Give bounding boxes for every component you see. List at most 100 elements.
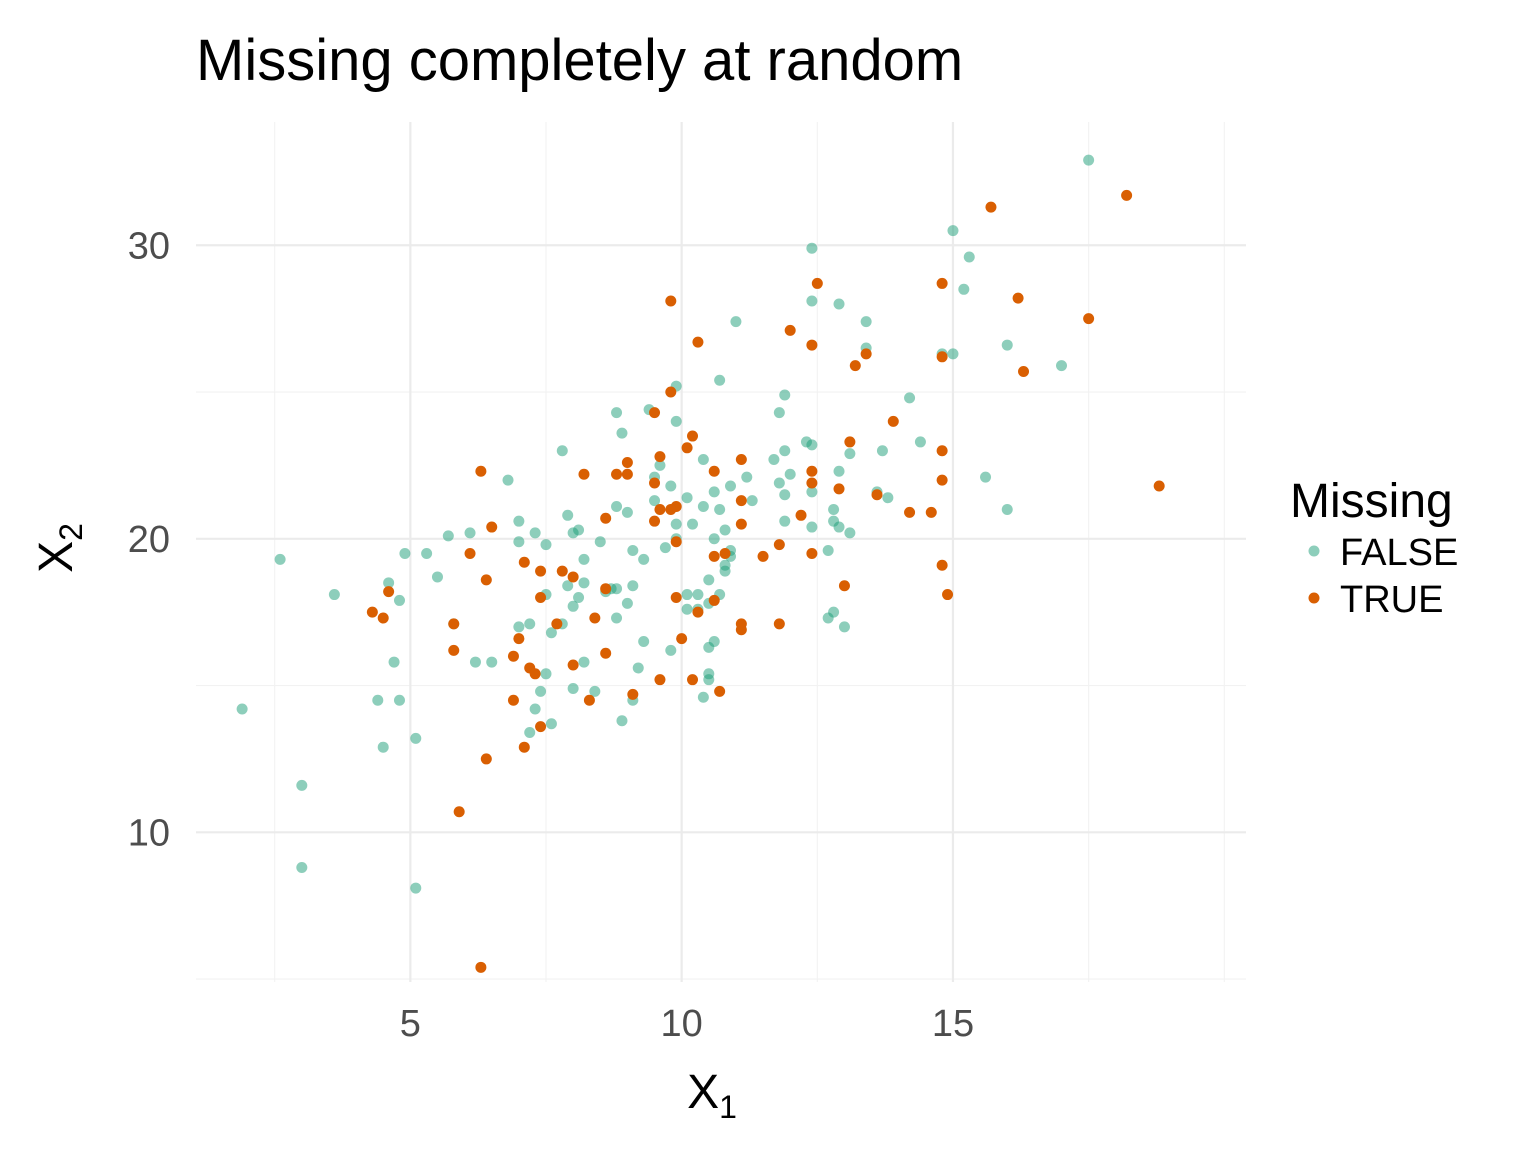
point-true — [936, 559, 948, 571]
point-true — [735, 495, 747, 507]
chart-title: Missing completely at random — [196, 28, 963, 93]
point-false — [540, 539, 552, 551]
point-true — [535, 591, 547, 603]
series-false — [236, 154, 1095, 894]
point-false — [421, 547, 433, 559]
point-true — [773, 539, 785, 551]
point-false — [393, 694, 405, 706]
point-false — [611, 501, 623, 513]
point-false — [410, 882, 422, 894]
point-true — [833, 483, 845, 495]
point-true — [567, 571, 579, 583]
point-false — [838, 621, 850, 633]
point-false — [779, 489, 791, 501]
point-false — [768, 454, 780, 466]
y-axis-title-base: X — [30, 541, 83, 573]
point-false — [567, 600, 579, 612]
point-false — [665, 644, 677, 656]
point-true — [464, 547, 476, 559]
y-tick-label: 20 — [128, 519, 170, 561]
point-false — [627, 545, 639, 557]
point-false — [670, 415, 682, 427]
point-false — [833, 298, 845, 310]
point-true — [649, 515, 661, 527]
x-tick-label: 15 — [932, 1003, 974, 1045]
point-false — [822, 545, 834, 557]
legend-key-true — [1308, 592, 1320, 604]
y-axis-ticks: 10 20 30 — [128, 225, 170, 854]
point-false — [719, 524, 731, 536]
point-false — [692, 589, 704, 601]
point-true — [567, 659, 579, 671]
point-false — [410, 732, 422, 744]
point-false — [719, 565, 731, 577]
point-true — [942, 589, 954, 601]
point-false — [703, 641, 715, 653]
point-false — [393, 594, 405, 606]
point-false — [632, 662, 644, 674]
point-false — [703, 574, 715, 586]
point-true — [714, 685, 726, 697]
point-false — [806, 295, 818, 307]
point-true — [665, 386, 677, 398]
point-true — [844, 436, 856, 448]
point-false — [464, 527, 476, 539]
point-true — [383, 586, 395, 598]
point-true — [784, 324, 796, 336]
point-false — [383, 577, 395, 589]
point-false — [806, 439, 818, 451]
point-true — [1153, 480, 1165, 492]
point-false — [741, 471, 753, 483]
point-false — [296, 862, 308, 874]
point-true — [1083, 313, 1095, 325]
point-true — [600, 647, 612, 659]
point-false — [1056, 360, 1068, 372]
point-false — [773, 407, 785, 419]
point-false — [947, 348, 959, 360]
point-false — [784, 468, 796, 480]
point-true — [860, 348, 872, 360]
point-true — [811, 277, 823, 289]
x-axis-title-subscript: 1 — [719, 1089, 737, 1125]
point-true — [649, 407, 661, 419]
point-true — [676, 633, 688, 645]
point-false — [724, 480, 736, 492]
point-false — [806, 486, 818, 498]
point-false — [529, 527, 541, 539]
point-true — [589, 612, 601, 624]
point-false — [860, 316, 872, 328]
point-false — [681, 589, 693, 601]
point-false — [578, 553, 590, 565]
point-true — [849, 360, 861, 372]
point-true — [665, 295, 677, 307]
point-true — [708, 550, 720, 562]
point-false — [833, 521, 845, 533]
x-axis-ticks: 5 10 15 — [400, 1003, 974, 1045]
x-axis-title: X1 — [687, 1066, 737, 1125]
legend-label-false: FALSE — [1340, 532, 1458, 574]
point-false — [328, 589, 340, 601]
point-false — [469, 656, 481, 668]
point-false — [963, 251, 975, 263]
point-false — [708, 486, 720, 498]
point-false — [828, 503, 840, 515]
point-false — [562, 509, 574, 521]
point-true — [448, 644, 460, 656]
point-false — [578, 577, 590, 589]
x-axis-title-base: X — [687, 1066, 719, 1119]
point-false — [513, 536, 525, 548]
point-false — [665, 480, 677, 492]
point-true — [649, 477, 661, 489]
point-true — [529, 668, 541, 680]
point-true — [1121, 189, 1133, 201]
point-true — [654, 674, 666, 686]
point-false — [779, 445, 791, 457]
point-false — [567, 527, 579, 539]
point-true — [535, 721, 547, 733]
point-true — [670, 536, 682, 548]
point-false — [687, 518, 699, 530]
point-true — [654, 503, 666, 515]
point-true — [583, 694, 595, 706]
legend-title: Missing — [1290, 475, 1453, 528]
